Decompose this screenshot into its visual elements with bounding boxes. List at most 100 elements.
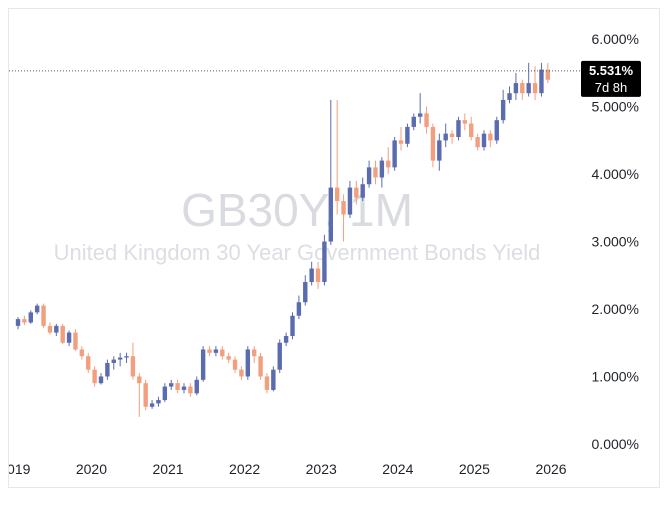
candle[interactable] xyxy=(366,160,372,188)
candle[interactable] xyxy=(220,346,225,360)
candle[interactable] xyxy=(526,62,531,97)
candle-body xyxy=(507,93,512,100)
candle[interactable] xyxy=(417,93,423,124)
candle[interactable] xyxy=(411,113,416,131)
candle[interactable] xyxy=(226,352,231,363)
candle[interactable] xyxy=(290,312,295,340)
candle[interactable] xyxy=(271,366,276,392)
candle[interactable] xyxy=(245,346,251,380)
candle[interactable] xyxy=(200,346,206,382)
candle[interactable] xyxy=(309,261,314,286)
candle[interactable] xyxy=(386,147,391,175)
candle[interactable] xyxy=(175,379,180,394)
candle[interactable] xyxy=(137,373,142,417)
candle[interactable] xyxy=(181,383,187,394)
y-tick-label: 2.000% xyxy=(592,301,639,317)
candle[interactable] xyxy=(449,130,455,144)
candle[interactable] xyxy=(379,157,385,188)
candle[interactable] xyxy=(73,329,78,351)
candle[interactable] xyxy=(15,317,21,330)
candle[interactable] xyxy=(532,66,538,100)
candle[interactable] xyxy=(334,99,340,215)
candle[interactable] xyxy=(149,400,155,409)
candle-body xyxy=(532,83,538,94)
candle[interactable] xyxy=(34,303,40,315)
candle[interactable] xyxy=(124,352,129,363)
candle[interactable] xyxy=(392,137,397,171)
candle[interactable] xyxy=(539,62,544,97)
candle[interactable] xyxy=(354,180,359,205)
candle[interactable] xyxy=(117,352,123,367)
candle[interactable] xyxy=(360,177,365,202)
candle-body xyxy=(475,137,480,148)
price-axis[interactable]: 0.000% 1.000% 2.000% 3.000% 4.000% 5.000% 6.00… xyxy=(592,31,639,452)
candle[interactable] xyxy=(443,123,448,148)
candle[interactable] xyxy=(239,366,244,380)
candle[interactable] xyxy=(469,116,474,141)
candle[interactable] xyxy=(213,346,219,357)
candle[interactable] xyxy=(111,356,116,370)
candle-body xyxy=(296,302,302,316)
x-tick-label: 2020 xyxy=(76,461,107,477)
candle[interactable] xyxy=(232,356,238,374)
candle-body xyxy=(520,83,525,94)
candle[interactable] xyxy=(264,373,270,394)
candle[interactable] xyxy=(86,352,91,374)
candle[interactable] xyxy=(258,352,263,380)
candle[interactable] xyxy=(303,275,308,306)
candle[interactable] xyxy=(105,359,110,380)
candle[interactable] xyxy=(169,379,174,390)
candle[interactable] xyxy=(545,62,551,84)
candle[interactable] xyxy=(194,376,199,396)
candle[interactable] xyxy=(405,123,410,148)
candle[interactable] xyxy=(156,396,161,407)
candle[interactable] xyxy=(28,310,33,324)
candle[interactable] xyxy=(130,342,136,380)
candle[interactable] xyxy=(283,332,289,347)
candle[interactable] xyxy=(500,89,506,124)
candle[interactable] xyxy=(456,116,461,141)
candle[interactable] xyxy=(92,366,97,387)
candlestick-chart[interactable]: GB30Y, 1M United Kingdom 30 Year Governm… xyxy=(9,9,661,489)
candle[interactable] xyxy=(341,194,346,242)
candle[interactable] xyxy=(207,346,212,357)
candle[interactable] xyxy=(79,346,85,360)
candle[interactable] xyxy=(315,261,321,289)
candle-body xyxy=(98,376,104,384)
candle-body xyxy=(411,116,416,127)
candle[interactable] xyxy=(98,373,104,385)
candle[interactable] xyxy=(296,295,302,320)
candle-body xyxy=(469,123,474,138)
candle-body xyxy=(252,349,257,357)
candle[interactable] xyxy=(513,72,519,100)
candle[interactable] xyxy=(424,106,429,134)
candle[interactable] xyxy=(47,322,53,335)
candle[interactable] xyxy=(481,130,487,151)
candle[interactable] xyxy=(188,383,193,397)
candle[interactable] xyxy=(430,123,436,168)
candle-body xyxy=(86,356,91,370)
candle[interactable] xyxy=(507,86,512,104)
candle[interactable] xyxy=(66,330,72,347)
candle[interactable] xyxy=(475,133,480,151)
candle[interactable] xyxy=(22,315,27,326)
candle[interactable] xyxy=(322,234,327,286)
candle-body xyxy=(239,369,244,377)
candle[interactable] xyxy=(60,323,65,345)
candle[interactable] xyxy=(494,116,499,144)
candle[interactable] xyxy=(373,160,378,185)
candle[interactable] xyxy=(488,130,493,148)
candle[interactable] xyxy=(252,346,257,363)
candle[interactable] xyxy=(328,99,333,245)
candle[interactable] xyxy=(437,133,442,171)
candle[interactable] xyxy=(277,339,282,374)
candle[interactable] xyxy=(520,79,525,100)
candle[interactable] xyxy=(162,383,168,403)
candle[interactable] xyxy=(398,126,404,151)
time-axis[interactable]: 2019 2020 2021 2022 2023 2024 2025 2026 xyxy=(9,461,567,477)
candle[interactable] xyxy=(462,113,468,131)
candle[interactable] xyxy=(347,180,353,218)
candle[interactable] xyxy=(54,323,59,336)
candle[interactable] xyxy=(41,303,46,328)
candle[interactable] xyxy=(143,379,148,411)
